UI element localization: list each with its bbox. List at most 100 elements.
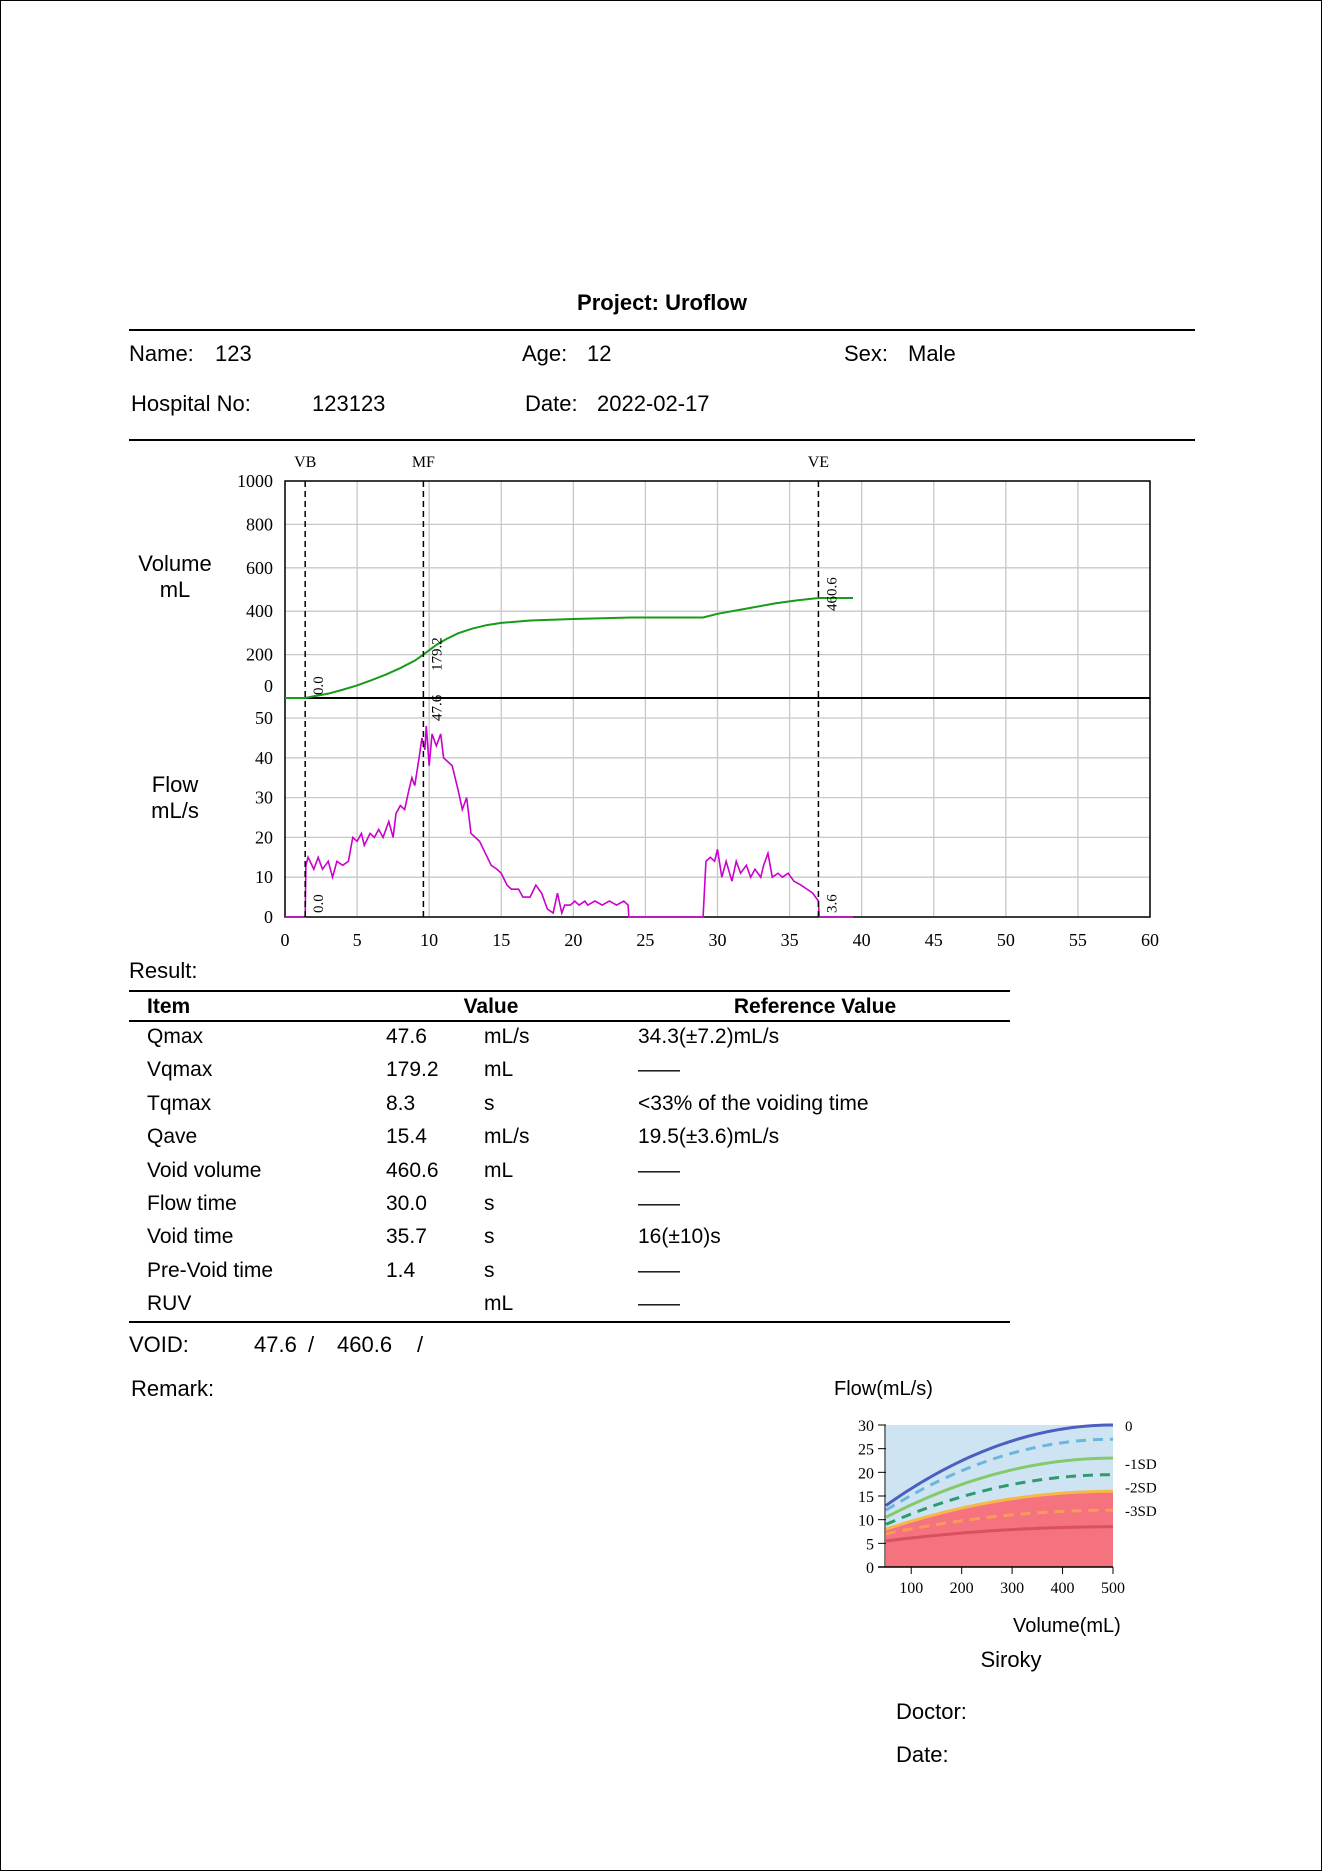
row-value: 8.3: [386, 1091, 416, 1115]
row-reference: 19.5(±3.6)mL/s: [638, 1125, 780, 1149]
marker-label-ve: VE: [808, 454, 829, 471]
y-tick-label: 25: [858, 1442, 874, 1459]
flow-unit: mL/s: [151, 798, 199, 823]
remark-label: Remark:: [131, 1376, 215, 1401]
row-reference: ——: [638, 1258, 680, 1282]
table-bottom-border: [129, 1321, 1010, 1323]
result-title: Result:: [129, 958, 198, 983]
nomogram-title: Siroky: [980, 1647, 1042, 1672]
series-label: -3SD: [1125, 1504, 1157, 1520]
row-item: Qmax: [147, 1025, 204, 1048]
row-reference: ——: [638, 1158, 680, 1182]
row-unit: mL: [484, 1292, 514, 1316]
column-header-reference: Reference Value: [733, 995, 897, 1018]
row-value: 47.6: [386, 1025, 427, 1048]
row-reference: ——: [638, 1292, 680, 1316]
x-tick-label: 500: [1101, 1580, 1125, 1597]
x-tick-label: 300: [1000, 1580, 1024, 1597]
nomogram-curve: [885, 1489, 1114, 1531]
x-tick-label: 35: [781, 930, 799, 950]
row-item: Void time: [147, 1225, 234, 1249]
y-tick-label: 30: [858, 1418, 874, 1435]
series-label: 0: [1125, 1419, 1133, 1435]
column-header-item: Item: [147, 995, 191, 1018]
siroky-nomogram: 0 5 10 15 20 25 30 100 200 300 400 500 0 -1SD -2SD -3SD: [858, 1418, 1157, 1597]
row-value: 35.7: [386, 1225, 427, 1249]
flow-annotation: 3.6: [824, 894, 840, 913]
volume-tick-label: 800: [246, 514, 273, 534]
table-top-border: [129, 990, 1010, 992]
x-tick-label: 15: [492, 930, 510, 950]
y-tick-label: 10: [858, 1513, 874, 1530]
divider: [129, 439, 1195, 441]
x-tick-label: 50: [997, 930, 1015, 950]
footer-date-label: Date:: [896, 1742, 949, 1767]
row-item: Pre-Void time: [147, 1258, 274, 1282]
row-value: 460.6: [386, 1158, 439, 1182]
nomogram-curve: [885, 1473, 1114, 1526]
flow-axis-label: Flow mL/s: [135, 772, 215, 824]
volume-curve: [285, 597, 854, 699]
flow-annotation: 0.0: [311, 894, 327, 913]
volume-annotation: 460.6: [824, 577, 840, 611]
row-item: Qave: [147, 1125, 198, 1149]
nomogram-curve: [885, 1423, 1114, 1507]
hospital-no-label: Hospital No:: [131, 391, 251, 416]
row-value: 30.0: [386, 1192, 427, 1215]
sex-label: Sex:: [844, 341, 889, 366]
flow-tick-label: 50: [255, 708, 273, 728]
age-value: 12: [587, 341, 612, 366]
flow-tick-label: 40: [255, 748, 273, 768]
date-label: Date:: [525, 391, 578, 416]
x-tick-label: 25: [636, 930, 654, 950]
x-tick-label: 55: [1069, 930, 1087, 950]
row-item: Vqmax: [147, 1058, 213, 1082]
volume-unit: mL: [159, 577, 191, 602]
flow-tick-label: 10: [255, 867, 273, 887]
nomogram-xlabel: Volume(mL): [1013, 1615, 1121, 1637]
flow-label: Flow: [151, 772, 199, 797]
marker-label-mf: MF: [412, 454, 435, 471]
x-tick-label: 40: [853, 930, 871, 950]
y-tick-label: 15: [858, 1489, 874, 1506]
x-tick-label: 45: [925, 930, 943, 950]
volume-tick-label: 200: [246, 645, 273, 665]
row-reference: <33% of the voiding time: [638, 1091, 869, 1115]
void-separator: /: [308, 1332, 315, 1357]
row-value: 1.4: [386, 1258, 416, 1282]
void-qmax: 47.6: [254, 1332, 297, 1357]
volume-label: Volume: [138, 551, 212, 576]
flow-curve: [285, 725, 854, 918]
doctor-label: Doctor:: [896, 1699, 967, 1724]
row-reference: ——: [638, 1192, 680, 1215]
row-reference: 34.3(±7.2)mL/s: [638, 1025, 780, 1048]
name-value: 123: [215, 341, 252, 366]
name-label: Name:: [129, 341, 194, 366]
nomogram-curve: [885, 1456, 1114, 1519]
row-value: 15.4: [386, 1125, 427, 1149]
volume-tick-label: 0: [264, 676, 273, 696]
y-tick-label: 0: [866, 1560, 874, 1577]
x-tick-label: 30: [709, 930, 727, 950]
row-unit: s: [484, 1091, 495, 1115]
row-unit: s: [484, 1225, 495, 1249]
x-tick-label: 10: [420, 930, 438, 950]
age-label: Age:: [522, 341, 568, 366]
row-unit: s: [484, 1258, 495, 1282]
row-item: RUV: [147, 1292, 192, 1316]
nomogram-curve: [885, 1437, 1114, 1512]
uroflow-chart: 0 5 10 15 20 25 30 35 40 45 50 55 600200400600800100…: [237, 454, 1159, 950]
nomogram-curve: [885, 1508, 1114, 1536]
x-tick-label: 400: [1051, 1580, 1075, 1597]
volume-axis-label: Volume mL: [135, 551, 215, 603]
nomogram-curve: [885, 1525, 1114, 1543]
volume-tick-label: 1000: [237, 471, 273, 491]
flow-tick-label: 0: [264, 907, 273, 927]
volume-tick-label: 400: [246, 601, 273, 621]
y-tick-label: 5: [866, 1536, 874, 1553]
flow-tick-label: 30: [255, 788, 273, 808]
x-tick-label: 60: [1141, 930, 1159, 950]
series-label: -1SD: [1125, 1457, 1157, 1473]
hospital-no-value: 123123: [312, 391, 386, 416]
row-unit: mL/s: [484, 1125, 530, 1149]
